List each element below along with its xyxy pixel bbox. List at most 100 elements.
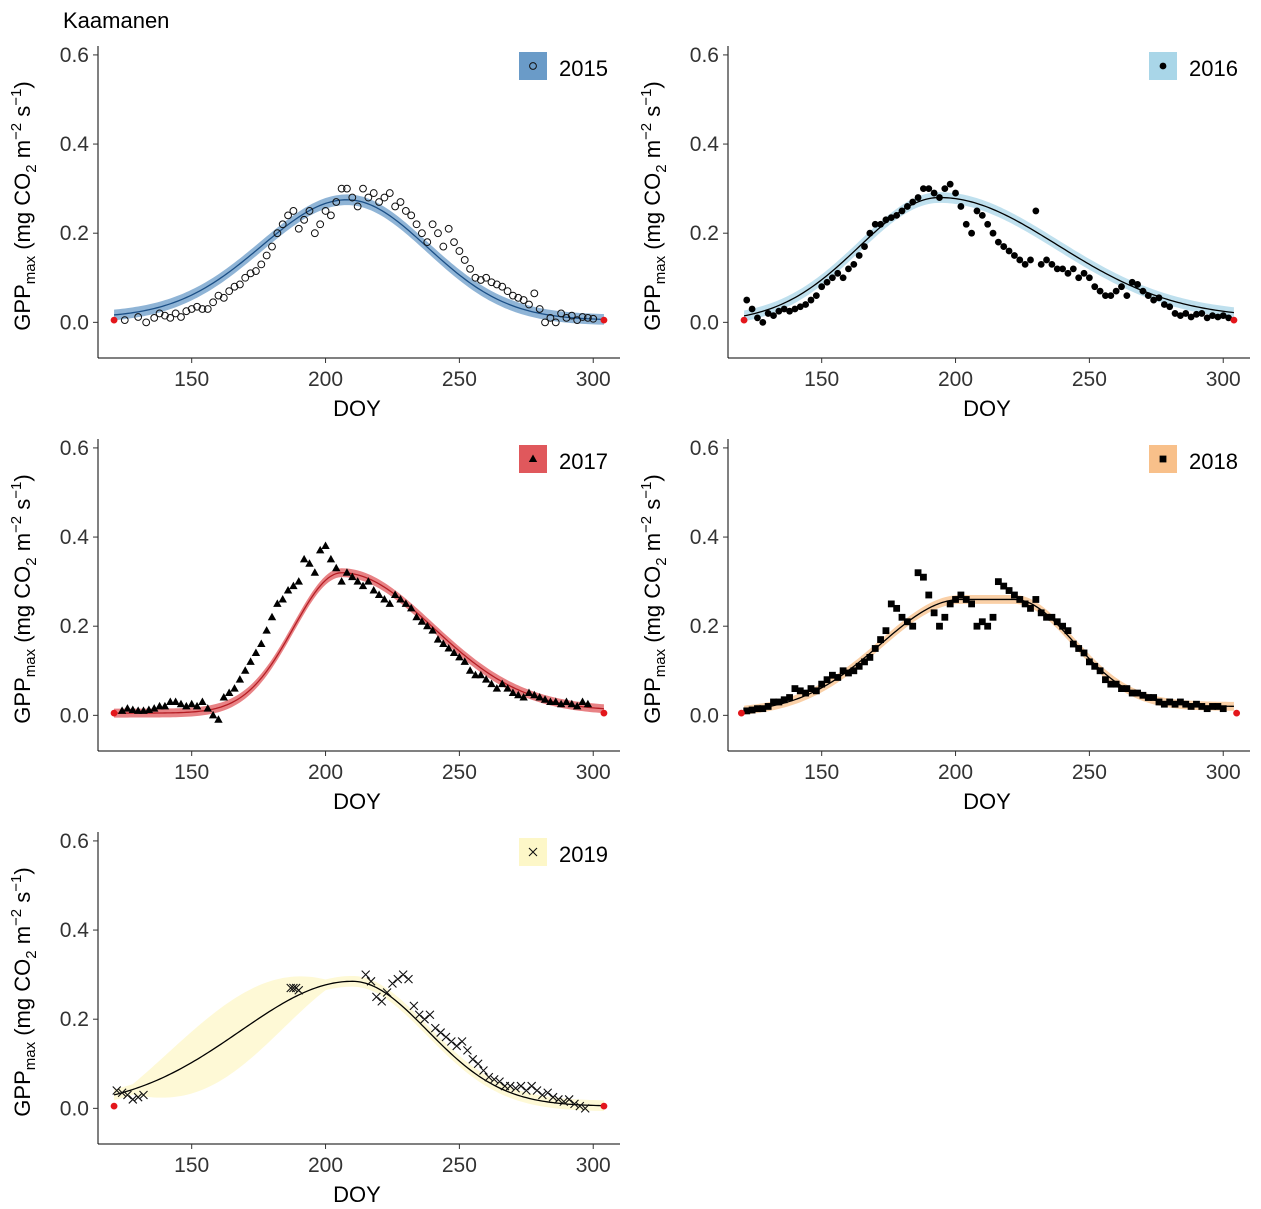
data-point [580,1103,590,1113]
data-point [117,706,127,714]
endpoint-marker [110,1102,118,1110]
data-point [332,198,341,206]
data-point [155,309,164,318]
data-point [530,289,539,298]
data-point [807,296,815,304]
data-point [546,697,555,705]
data-point [1144,292,1152,299]
data-point [861,243,868,250]
data-point [193,302,201,311]
y-tick-label: 0.0 [60,1097,89,1120]
data-point [198,305,207,313]
data-point [564,1095,574,1104]
data-point [968,229,975,237]
data-point [535,693,544,701]
data-point [294,577,303,585]
data-point [337,184,346,193]
data-point [567,699,577,708]
data-point [284,211,292,220]
legend-key-marker [528,454,538,462]
data-point [401,599,411,607]
data-point [305,207,314,215]
data-point [436,1028,446,1037]
data-point [1005,247,1013,255]
data-point [583,699,593,708]
data-point [791,685,799,692]
legend-key-marker [529,62,537,70]
x-tick-label: 250 [1072,761,1107,784]
data-point [428,220,437,229]
data-point [770,312,777,320]
data-point [283,586,293,594]
data-point [1166,303,1174,311]
x-tick-label: 300 [576,1154,611,1177]
data-point [1000,582,1008,590]
data-point [414,1010,424,1020]
data-point [1112,287,1120,295]
data-point [401,207,410,215]
y-axis-label: GPPmax (mg CO2 m−2 s−1) [8,81,40,330]
data-point [166,313,175,322]
data-point [973,207,981,215]
data-point [192,701,202,710]
data-point [1043,256,1050,264]
data-point [407,211,416,220]
data-point [444,643,453,652]
data-point [1150,694,1158,701]
data-point [1107,680,1115,688]
data-point [952,596,959,603]
data-point [786,307,793,315]
data-point [492,280,501,289]
data-point [1214,703,1222,710]
y-tick-label: 0.4 [690,133,720,156]
data-point [1160,301,1168,308]
data-point [262,626,271,634]
data-point [508,688,518,697]
x-tick-label: 300 [1206,368,1241,391]
data-point [989,613,997,621]
data-point [452,1041,462,1051]
data-point [225,287,234,296]
data-point [796,303,804,311]
data-point [369,586,378,594]
data-point [364,193,373,202]
y-tick-label: 0.0 [690,311,719,334]
y-tick-label: 0.0 [60,704,89,727]
data-point [465,666,475,674]
data-point [198,697,207,705]
data-point [898,207,906,215]
panel-2017: 0.0 0.2 0.4 0.6 150 200 250 300 DOY GPPmax (mg CO… [8,437,620,814]
data-point [1075,645,1083,652]
data-point [1187,313,1195,321]
data-point [850,261,858,268]
data-point [1069,265,1077,273]
data-point [420,1014,429,1024]
data-point [128,1095,138,1104]
x-axis-label: DOY [333,1182,381,1207]
x-tick-label: 250 [442,1154,477,1177]
data-point [230,282,239,291]
data-point [446,1037,456,1046]
data-point [541,318,549,327]
y-tick-label: 0.2 [60,1008,89,1031]
data-point [203,305,212,313]
x-tick-label: 200 [938,761,973,784]
data-point [342,568,352,576]
data-point [829,671,836,679]
data-point [866,229,874,237]
data-point [909,198,917,206]
data-point [1102,676,1109,684]
data-point [551,697,560,705]
data-point [391,202,400,211]
data-point [1037,261,1045,268]
data-point [321,207,330,215]
data-point [866,654,874,661]
data-point [1193,700,1200,708]
endpoint-marker [737,709,745,717]
data-point [1118,283,1125,291]
data-point [1198,703,1206,710]
data-point [994,238,1002,246]
data-point [359,184,367,193]
data-point [1155,294,1163,302]
data-point [1150,296,1158,304]
